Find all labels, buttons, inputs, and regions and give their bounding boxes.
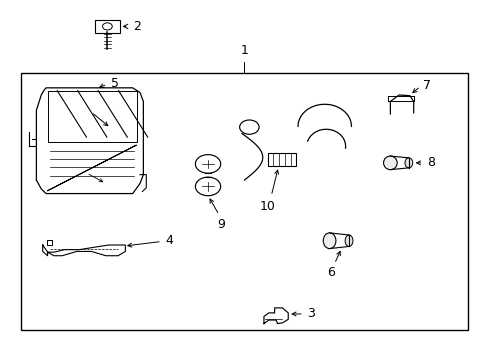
Bar xyxy=(21,73,467,330)
Text: 4: 4 xyxy=(165,234,173,247)
Ellipse shape xyxy=(383,156,396,170)
Text: 1: 1 xyxy=(240,44,248,57)
Text: 9: 9 xyxy=(217,217,224,230)
Ellipse shape xyxy=(323,233,335,249)
Text: 8: 8 xyxy=(426,156,434,169)
Ellipse shape xyxy=(345,235,352,247)
Ellipse shape xyxy=(404,158,412,168)
Text: 10: 10 xyxy=(259,200,275,213)
Text: 6: 6 xyxy=(326,266,334,279)
Text: 2: 2 xyxy=(132,20,140,33)
Text: 5: 5 xyxy=(111,77,119,90)
FancyBboxPatch shape xyxy=(95,19,119,33)
Text: 7: 7 xyxy=(423,79,430,92)
Text: 3: 3 xyxy=(306,307,314,320)
Bar xyxy=(267,153,295,166)
